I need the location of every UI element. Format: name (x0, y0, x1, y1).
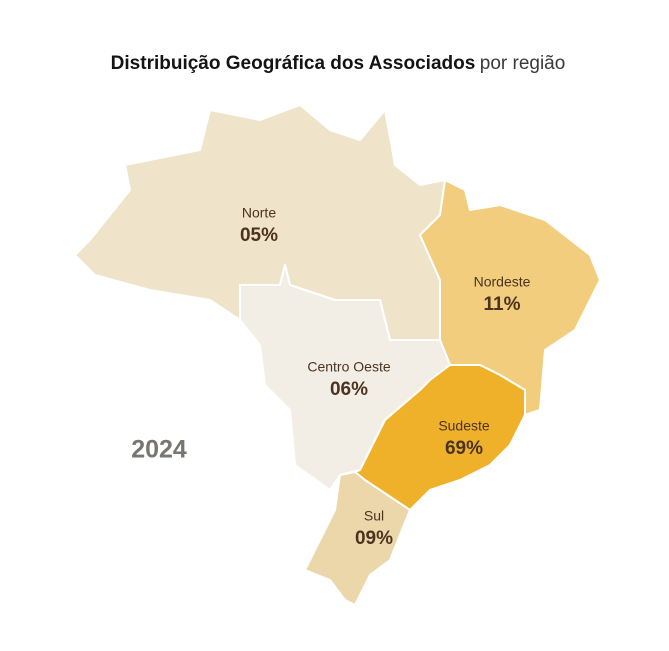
chart-title: Distribuição Geográfica dos Associados (111, 53, 476, 74)
year-label: 2024 (131, 436, 187, 464)
region (304, 471, 411, 606)
chart-heading: Distribuição Geográfica dos Associados p… (111, 53, 566, 74)
region (419, 179, 601, 416)
regions: Norte 05% Nordeste 11% Centro Oeste 06% Sudest… (74, 104, 601, 606)
region-name: Nordeste (474, 274, 531, 290)
region-value: 69% (445, 438, 483, 459)
region-value: 11% (484, 294, 521, 315)
region-name: Sudeste (438, 418, 490, 434)
chart-subtitle: por região (480, 53, 566, 74)
region-value: 06% (330, 379, 368, 400)
region-value: 05% (240, 225, 278, 246)
region-name: Sul (364, 508, 384, 524)
region (354, 364, 526, 511)
region-value: 09% (355, 528, 393, 549)
region-name: Norte (242, 205, 276, 221)
region-name: Centro Oeste (307, 359, 390, 375)
